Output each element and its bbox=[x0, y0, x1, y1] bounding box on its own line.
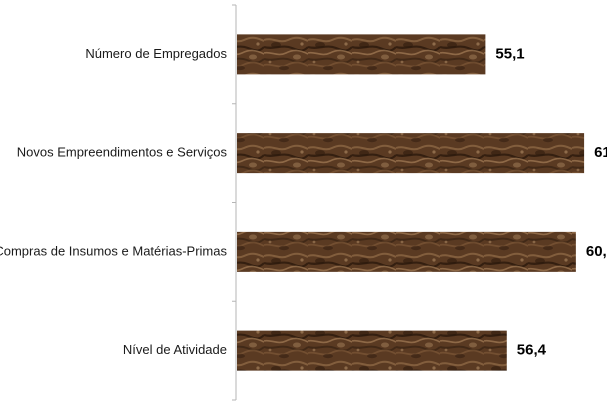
value-label: 56,4 bbox=[517, 342, 547, 359]
category-label: Compras de Insumos e Matérias-Primas bbox=[0, 243, 227, 258]
value-label: 61,1 bbox=[594, 144, 607, 161]
value-label: 60,6 bbox=[586, 243, 607, 260]
bar bbox=[237, 133, 585, 174]
value-label: 55,1 bbox=[495, 45, 524, 62]
bar bbox=[237, 231, 576, 272]
bar bbox=[237, 330, 507, 371]
category-label: Novos Empreendimentos e Serviços bbox=[17, 145, 228, 160]
bar bbox=[237, 34, 486, 75]
category-label: Nível de Atividade bbox=[123, 342, 227, 357]
category-label: Número de Empregados bbox=[85, 46, 227, 61]
